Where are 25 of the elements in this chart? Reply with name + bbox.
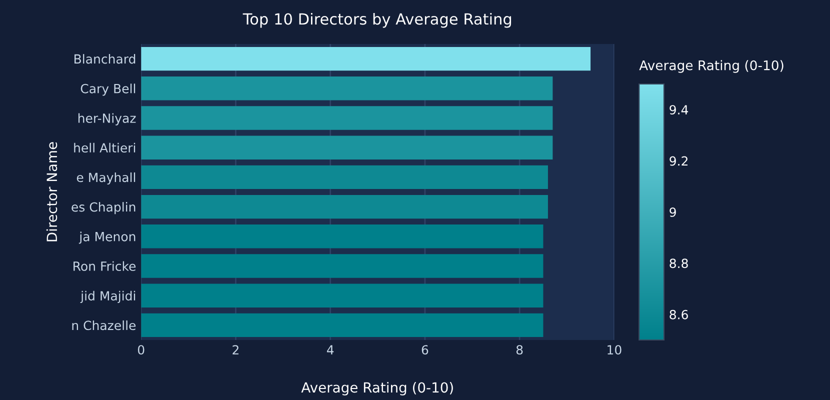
x-tick-label: 6 [422,345,428,355]
color-bar-label: 9.4 [670,105,688,115]
x-tick-label: 4 [326,345,334,354]
chart-title: Top 10 Directors by Average Rating [242,12,512,28]
y-tick-label: Cary Bell [80,84,136,96]
y-tick-label: ja Menon [78,232,136,244]
x-axis-title: Average Rating (0-10) [301,382,453,396]
x-tick-label: 8 [516,345,523,355]
y-tick-label: Blanchard [74,54,136,64]
color-bar-label: 8.8 [670,258,688,268]
y-tick-label: e Mayhall [76,172,136,185]
x-tick-label: 10 [608,345,622,355]
color-bar-title: Average Rating (0-10) [639,60,784,73]
y-tick-label: hell Altieri [74,142,136,153]
x-tick-label: 2 [232,345,238,354]
y-tick-label: es Chaplin [72,202,136,214]
color-bar-label: 8.6 [670,310,688,320]
y-tick-label: jid Majidi [80,290,136,303]
x-tick-label: 0 [138,345,144,355]
y-tick-label: n Chazelle [72,320,136,330]
y-tick-label: Ron Fricke [74,261,136,271]
y-tick-label: her-Niyaz [78,113,136,126]
y-axis-title: Director Name [46,142,58,242]
color-bar-label: 9 [670,207,676,217]
color-bar-label: 9.2 [670,156,688,166]
